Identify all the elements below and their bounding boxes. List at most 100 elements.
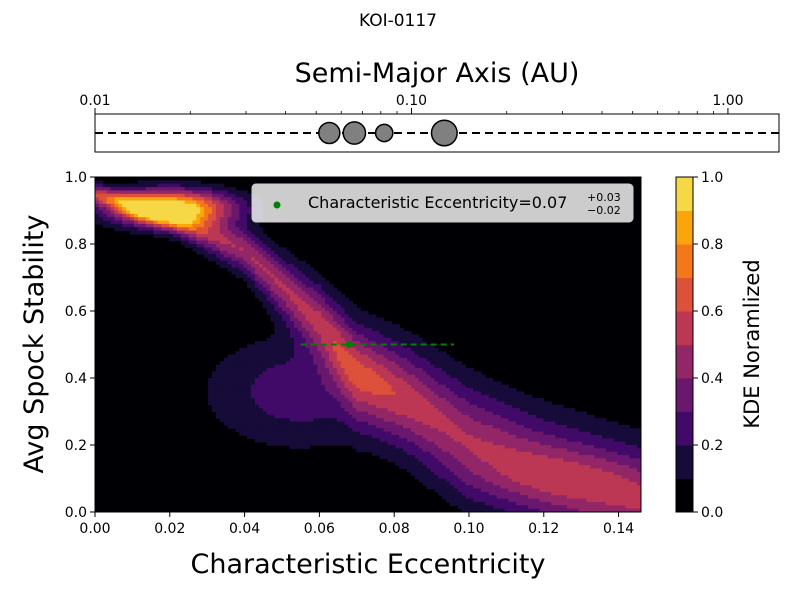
kde-cell <box>356 331 361 336</box>
kde-cell <box>282 254 287 258</box>
kde-cell <box>617 434 623 439</box>
kde-cell <box>231 223 236 228</box>
kde-cell <box>340 441 346 446</box>
kde-cell <box>512 485 517 490</box>
kde-cell <box>317 378 322 382</box>
kde-cell <box>251 374 256 379</box>
kde-cell <box>266 277 272 282</box>
kde-cell <box>407 414 412 419</box>
kde-cell <box>399 431 404 436</box>
kde-cell <box>364 351 369 356</box>
kde-cell <box>208 237 213 242</box>
kde-cell <box>188 180 194 185</box>
kde-cell <box>134 183 139 188</box>
kde-cell <box>407 431 412 436</box>
kde-cell <box>364 438 369 443</box>
kde-cell <box>297 424 303 429</box>
kde-cell <box>126 193 131 198</box>
kde-cell <box>555 471 560 476</box>
kde-cell <box>563 481 568 486</box>
kde-cell <box>442 458 447 463</box>
kde-cell <box>254 438 260 443</box>
kde-cell <box>527 434 533 439</box>
kde-cell <box>453 455 459 459</box>
kde-cell <box>457 428 463 433</box>
kde-cell <box>200 237 205 242</box>
kde-cell <box>321 331 326 336</box>
kde-cell <box>477 414 482 419</box>
kde-cell <box>223 357 229 362</box>
kde-cell <box>598 421 603 426</box>
kde-cell <box>204 223 209 228</box>
kde-cell <box>539 451 545 456</box>
kde-cell <box>383 367 389 372</box>
kde-cell <box>481 468 486 473</box>
kde-cell <box>352 445 357 449</box>
kde-cell <box>426 388 431 392</box>
kde-cell <box>297 260 303 265</box>
kde-cell <box>524 491 529 496</box>
kde-cell <box>102 223 108 228</box>
kde-cell <box>360 445 365 449</box>
kde-cell <box>438 481 443 486</box>
kde-cell <box>309 317 314 322</box>
kde-cell <box>496 438 502 443</box>
kde-cell <box>520 455 525 459</box>
kde-cell <box>321 344 326 349</box>
kde-cell <box>262 257 268 262</box>
kde-cell <box>598 438 603 443</box>
kde-cell <box>180 210 186 215</box>
kde-cell <box>430 408 435 413</box>
kde-cell <box>329 357 334 362</box>
kde-cell <box>461 374 467 379</box>
kde-cell <box>485 445 490 449</box>
kde-cell <box>290 290 295 295</box>
kde-cell <box>602 461 607 466</box>
kde-cell <box>574 498 580 503</box>
kde-cell <box>254 237 260 242</box>
kde-cell <box>212 378 217 382</box>
kde-cell <box>473 508 478 512</box>
kde-cell <box>325 391 330 396</box>
kde-cell <box>208 378 213 382</box>
orbit-strip-tick-label: 1.00 <box>712 93 743 109</box>
kde-cell <box>258 267 264 272</box>
kde-cell <box>352 424 357 429</box>
kde-cell <box>574 488 580 493</box>
kde-cell <box>594 455 599 459</box>
kde-cell <box>297 274 303 279</box>
kde-cell <box>278 287 283 292</box>
kde-cell <box>192 197 197 202</box>
kde-cell <box>465 388 470 392</box>
kde-cell <box>122 210 127 215</box>
kde-cell <box>504 391 509 396</box>
kde-cell <box>547 461 552 466</box>
kde-cell <box>496 408 502 413</box>
kde-cell <box>379 418 385 423</box>
kde-cell <box>309 371 314 376</box>
kde-cell <box>243 213 248 218</box>
kde-cell <box>465 418 470 423</box>
kde-cell <box>391 438 396 443</box>
kde-cell <box>293 334 299 339</box>
kde-cell <box>235 237 240 242</box>
kde-cell <box>262 341 268 346</box>
kde-cell <box>594 495 599 500</box>
kde-cell <box>282 264 287 269</box>
kde-cell <box>574 461 580 466</box>
kde-cell <box>297 324 303 329</box>
kde-cell <box>516 468 521 473</box>
kde-cell <box>231 367 236 372</box>
kde-cell <box>360 411 365 416</box>
kde-cell <box>356 388 361 392</box>
kde-cell <box>477 478 482 483</box>
kde-cell <box>457 505 463 510</box>
kde-cell <box>449 421 455 426</box>
kde-cell <box>247 351 252 356</box>
kde-cell <box>613 458 619 463</box>
kde-cell <box>274 394 279 399</box>
kde-cell <box>301 280 307 285</box>
kde-cell <box>453 424 459 429</box>
kde-cell <box>321 421 326 426</box>
kde-cell <box>254 381 260 386</box>
